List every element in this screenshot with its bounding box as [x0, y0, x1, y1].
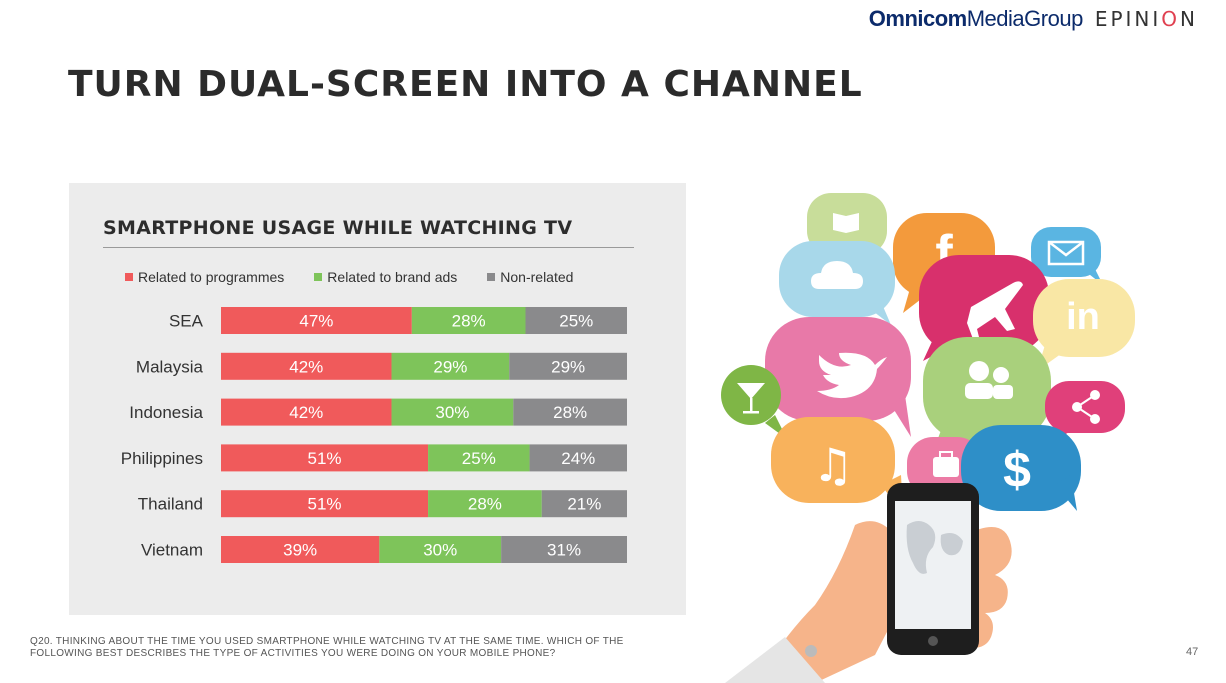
data-label-sea-non-related: 25% — [559, 312, 593, 331]
legend-swatch-non-related — [487, 273, 496, 281]
epinion-logo: EPINION — [1094, 7, 1198, 31]
legend-label-non-related: Non-related — [500, 269, 574, 285]
music-icon: ♫ — [771, 417, 903, 513]
legend-item-brand-ads: Related to brand ads — [314, 269, 457, 285]
data-label-indonesia-non-related: 28% — [553, 403, 587, 422]
email-icon — [1031, 227, 1103, 285]
smartphone-icon — [887, 483, 979, 655]
legend-item-programmes: Related to programmes — [125, 269, 284, 285]
bar-segment-thailand-related-to-programmes — [221, 490, 429, 518]
bar-segment-sea-related-to-programmes — [221, 307, 412, 334]
bar-segment-thailand-related-to-brand-ads — [428, 490, 542, 518]
bar-segment-indonesia-non-related — [513, 398, 627, 426]
data-label-philippines-related-to-brand-ads: 25% — [462, 449, 496, 468]
bar-segment-vietnam-related-to-programmes — [221, 536, 380, 563]
data-label-vietnam-related-to-brand-ads: 30% — [423, 541, 457, 560]
data-label-thailand-non-related: 21% — [567, 495, 601, 514]
category-label-sea: SEA — [169, 312, 204, 331]
data-label-malaysia-related-to-brand-ads: 29% — [433, 357, 467, 376]
category-label-vietnam: Vietnam — [141, 541, 203, 560]
data-label-indonesia-related-to-brand-ads: 30% — [435, 403, 469, 422]
data-label-thailand-related-to-programmes: 51% — [308, 495, 342, 514]
bar-segment-indonesia-related-to-brand-ads — [391, 398, 514, 426]
data-label-philippines-related-to-programmes: 51% — [308, 449, 342, 468]
bar-segment-thailand-non-related — [541, 490, 627, 518]
svg-text:in: in — [1066, 296, 1100, 338]
bar-segment-philippines-related-to-brand-ads — [428, 444, 530, 472]
bar-segment-vietnam-non-related — [501, 536, 627, 563]
omnicom-logo: OmnicomMediaGroup — [868, 6, 1084, 31]
bar-segment-philippines-non-related — [529, 444, 627, 472]
survey-question-footnote: Q20. THINKING ABOUT THE TIME YOU USED SM… — [30, 636, 624, 659]
category-label-indonesia: Indonesia — [129, 403, 203, 422]
svg-text:♫: ♫ — [812, 438, 853, 492]
bar-segment-philippines-related-to-programmes — [221, 444, 429, 472]
data-label-sea-related-to-brand-ads: 28% — [452, 312, 486, 331]
twitter-icon — [765, 317, 911, 437]
svg-text:$: $ — [1003, 442, 1031, 498]
data-label-sea-related-to-programmes: 47% — [299, 312, 333, 331]
data-label-philippines-non-related: 24% — [561, 449, 595, 468]
data-label-indonesia-related-to-programmes: 42% — [289, 403, 323, 422]
bar-segment-sea-related-to-brand-ads — [411, 307, 526, 334]
data-label-malaysia-related-to-programmes: 42% — [289, 357, 323, 376]
page-number: 47 — [1186, 646, 1199, 658]
category-label-philippines: Philippines — [121, 449, 203, 468]
bar-segment-sea-non-related — [525, 307, 627, 334]
data-label-vietnam-related-to-programmes: 39% — [283, 541, 317, 560]
cloud-icon — [779, 241, 895, 325]
data-label-vietnam-non-related: 31% — [547, 541, 581, 560]
chart-title: SMARTPHONE USAGE WHILE WATCHING TV — [103, 217, 573, 239]
chart-panel: SMARTPHONE USAGE WHILE WATCHING TV Relat… — [69, 183, 686, 615]
bar-segment-indonesia-related-to-programmes — [221, 398, 392, 426]
data-label-thailand-related-to-brand-ads: 28% — [468, 495, 502, 514]
chart-title-divider — [103, 247, 634, 248]
category-label-malaysia: Malaysia — [136, 357, 204, 376]
header-logos: OmnicomMediaGroup EPINION — [869, 6, 1198, 32]
stacked-bar-chart: SEA 47% 28% 25% Malaysia 42% 29% 29% Indonesia 42… — [121, 307, 627, 563]
slide-title: TURN DUAL-SCREEN INTO A CHANNEL — [68, 64, 863, 105]
dollar-icon: $ — [961, 425, 1081, 511]
linkedin-icon: in — [1033, 279, 1135, 371]
legend-label-brand-ads: Related to brand ads — [327, 269, 458, 285]
social-media-illustration: f in — [721, 193, 1135, 683]
bar-segment-vietnam-related-to-brand-ads — [379, 536, 502, 563]
bar-segment-malaysia-related-to-brand-ads — [391, 352, 510, 380]
data-label-malaysia-non-related: 29% — [551, 357, 585, 376]
bar-segment-malaysia-related-to-programmes — [221, 352, 392, 380]
legend-swatch-programmes — [125, 273, 133, 281]
category-label-thailand: Thailand — [138, 495, 203, 514]
airplane-icon — [919, 255, 1049, 361]
legend-swatch-brand-ads — [314, 273, 323, 281]
legend-label-programmes: Related to programmes — [138, 269, 285, 285]
bar-segment-malaysia-non-related — [509, 352, 627, 380]
legend-item-non-related: Non-related — [487, 269, 573, 285]
chart-legend: Related to programmes Related to brand a… — [125, 269, 573, 285]
